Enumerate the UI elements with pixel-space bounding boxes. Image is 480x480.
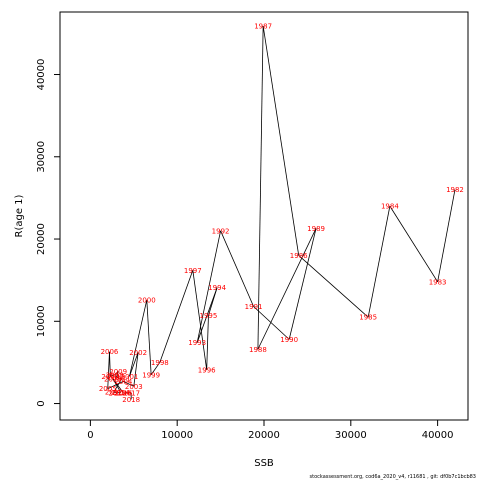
point-label-2013: 2013 — [108, 389, 126, 397]
segment-2009-2010 — [116, 371, 119, 378]
point-label-2018: 2018 — [122, 396, 140, 404]
point-label-1986: 1986 — [290, 252, 308, 260]
y-axis-label: R(age 1) — [14, 194, 25, 237]
point-label-1994: 1994 — [208, 284, 226, 292]
segment-1987-1988 — [257, 25, 264, 350]
x-axis: 0 10000 20000 30000 40000 — [87, 420, 454, 441]
segment-2002-2003 — [133, 352, 139, 387]
point-label-1983: 1983 — [429, 278, 447, 286]
point-label-1998: 1998 — [151, 359, 169, 367]
point-label-1991: 1991 — [245, 303, 263, 311]
x-tick-label: 20000 — [248, 430, 280, 441]
segment-2006-2007 — [109, 351, 111, 377]
x-tick-label: 30000 — [335, 430, 367, 441]
segment-2012-2013 — [113, 391, 118, 394]
segment-1991-1992 — [220, 230, 254, 307]
point-label-1995: 1995 — [200, 312, 218, 320]
point-label-2015: 2015 — [104, 375, 122, 383]
segment-1998-1999 — [150, 362, 161, 375]
plot-frame — [59, 11, 469, 421]
point-label-2006: 2006 — [101, 348, 119, 356]
point-label-1996: 1996 — [198, 366, 216, 374]
point-label-2002: 2002 — [129, 349, 147, 357]
segment-1997-1998 — [159, 270, 194, 363]
point-label-2007: 2007 — [101, 373, 119, 381]
point-label-2017: 2017 — [122, 389, 140, 397]
segment-2000-2001 — [129, 299, 148, 377]
y-tick-label: 10000 — [36, 305, 47, 337]
segment-1986-1987 — [262, 25, 300, 256]
point-label-1984: 1984 — [381, 203, 399, 211]
segment-2003-2004 — [123, 380, 134, 387]
point-label-2003: 2003 — [125, 383, 143, 391]
x-axis-label: SSB — [254, 458, 274, 469]
point-label-2005: 2005 — [99, 385, 117, 393]
segment-1982-1983 — [437, 189, 456, 282]
y-tick-label: 20000 — [36, 223, 47, 255]
segment-2015-2016 — [112, 378, 124, 394]
y-tick-label: 0 — [36, 400, 47, 406]
segment-1996-1997 — [192, 270, 208, 370]
footer-note: stockassessment.org, cod6a_2020_v4, r116… — [310, 474, 476, 480]
x-tick-label: 0 — [87, 430, 93, 441]
segment-1983-1984 — [389, 205, 438, 283]
point-label-2008: 2008 — [106, 371, 124, 379]
x-tick-label: 40000 — [422, 430, 454, 441]
point-label-2010: 2010 — [108, 374, 126, 382]
point-label-1990: 1990 — [280, 336, 298, 344]
segment-1995-1996 — [206, 315, 209, 370]
point-labels: 1982 1983 1984 1985 1986 1987 1988 1989 1990 1991… — [99, 22, 464, 403]
x-tick-label: 10000 — [161, 430, 193, 441]
point-label-1988: 1988 — [249, 346, 267, 354]
segment-2005-2006 — [107, 351, 110, 389]
point-label-1987: 1987 — [254, 22, 272, 30]
point-label-2014: 2014 — [112, 389, 130, 397]
point-label-2009: 2009 — [109, 368, 127, 376]
y-tick-label: 30000 — [36, 141, 47, 173]
series-path — [107, 25, 456, 400]
segment-1992-1993 — [196, 230, 221, 343]
y-tick-label: 40000 — [36, 59, 47, 91]
segment-1990-1991 — [253, 306, 290, 340]
segment-2001-2002 — [129, 352, 139, 377]
point-label-2012: 2012 — [105, 389, 123, 397]
point-label-1993: 1993 — [188, 339, 206, 347]
point-label-1982: 1982 — [446, 186, 464, 194]
point-label-1999: 1999 — [142, 371, 160, 379]
point-label-2000: 2000 — [138, 296, 156, 304]
segment-1999-2000 — [146, 299, 152, 375]
point-label-1997: 1997 — [184, 267, 202, 275]
segment-1984-1985 — [367, 206, 391, 318]
point-label-2001: 2001 — [121, 373, 139, 381]
segment-2007-2008 — [110, 374, 115, 377]
segment-2010-2011 — [116, 376, 122, 380]
point-label-2016: 2016 — [114, 389, 132, 397]
point-label-1985: 1985 — [359, 314, 377, 322]
segment-1989-1990 — [288, 228, 317, 340]
point-label-2004: 2004 — [114, 378, 132, 386]
segment-1994-1995 — [208, 287, 218, 316]
point-label-2011: 2011 — [113, 375, 131, 383]
segment-1988-1989 — [257, 228, 317, 350]
segment-2004-2005 — [107, 380, 124, 390]
point-label-1992: 1992 — [212, 227, 230, 235]
y-axis: 0 10000 20000 30000 40000 — [36, 59, 60, 407]
segment-1985-1986 — [298, 255, 369, 318]
segment-1993-1994 — [196, 287, 218, 343]
point-label-1989: 1989 — [307, 225, 325, 233]
